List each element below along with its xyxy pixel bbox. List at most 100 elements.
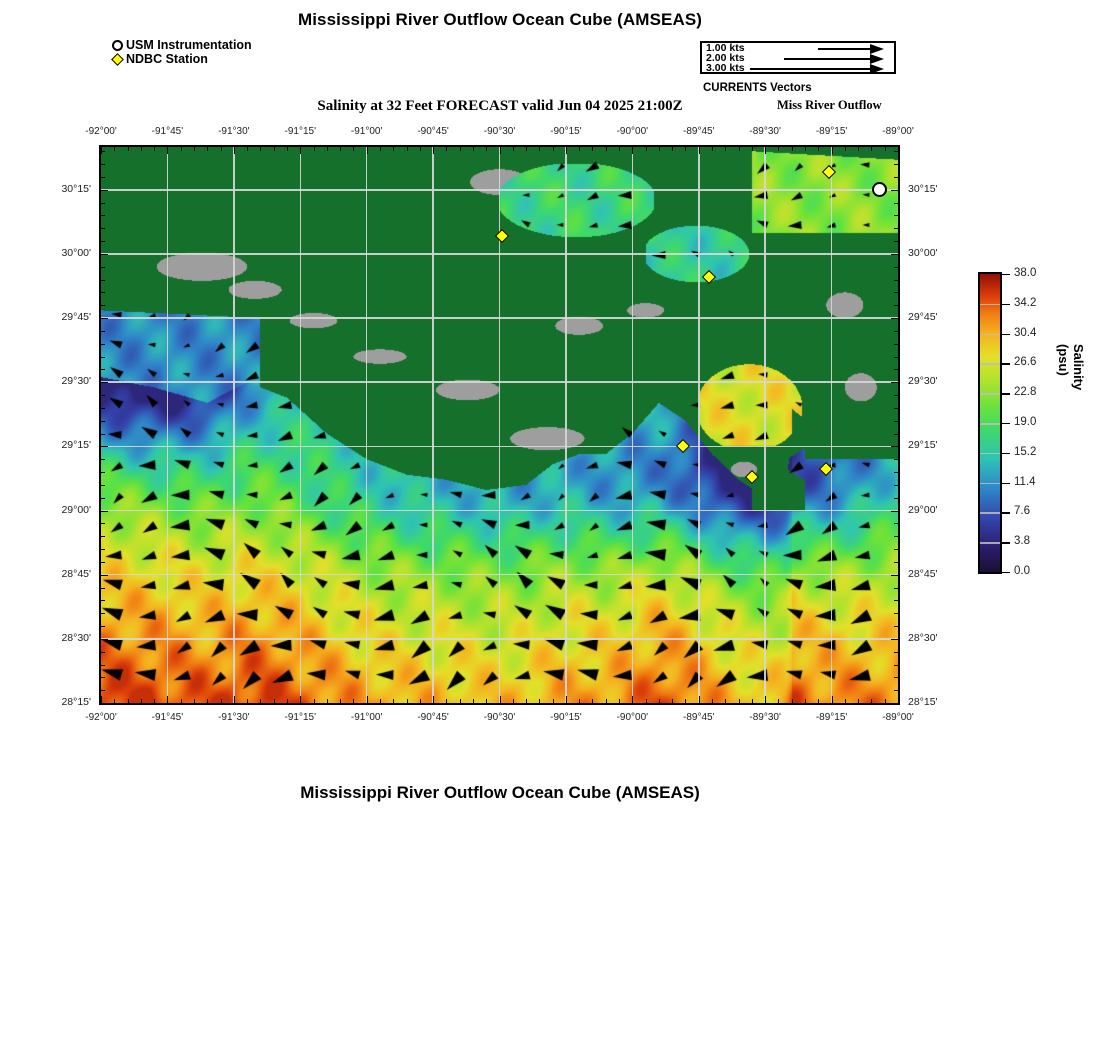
colorbar-tick	[1002, 274, 1010, 276]
axis-tick-minor	[894, 215, 898, 217]
axis-tick-minor	[101, 677, 105, 679]
axis-tick-minor	[101, 484, 105, 486]
axis-tick-minor	[486, 699, 488, 703]
axis-tick-minor	[685, 699, 687, 703]
axis-tick-minor	[313, 147, 315, 151]
axis-tick-minor	[127, 147, 129, 151]
gridline-horizontal	[101, 253, 898, 255]
vector-legend-row: 2.00 kts	[702, 53, 894, 65]
axis-tick-minor	[101, 651, 105, 653]
axis-tick-minor	[894, 228, 898, 230]
axis-tick-minor	[526, 699, 528, 703]
axis-tick-minor	[101, 523, 105, 525]
axis-tick-minor	[366, 147, 368, 151]
axis-tick-minor	[260, 699, 262, 703]
axis-tick-minor	[101, 253, 105, 255]
axis-tick-minor	[894, 433, 898, 435]
vector-legend-label: 1.00 kts	[706, 42, 745, 54]
colorbar-tick	[1002, 572, 1010, 574]
axis-tick-minor	[898, 147, 899, 151]
vector-arrowhead-icon	[870, 54, 884, 64]
y-axis-tick-label: 29°15'	[908, 439, 938, 452]
axis-tick-minor	[645, 147, 647, 151]
axis-tick-minor	[818, 147, 820, 151]
axis-tick-minor	[101, 202, 105, 204]
x-axis-tick-label: -91°30'	[218, 712, 250, 723]
axis-tick-minor	[406, 699, 408, 703]
y-axis-labels-right: 30°15' 30°00' 29°45' 29°30' 29°15' 29°00' 28°4…	[908, 145, 968, 708]
axis-tick-minor	[579, 147, 581, 151]
axis-tick-minor	[379, 699, 381, 703]
y-axis-tick-label: 29°45'	[908, 311, 938, 324]
colorbar-tick-label: 19.0	[1014, 416, 1037, 428]
axis-tick-minor	[894, 484, 898, 486]
axis-tick-minor	[101, 626, 105, 628]
x-axis-tick-label: -91°15'	[284, 126, 316, 137]
axis-tick-minor	[884, 147, 886, 151]
axis-tick-minor	[180, 699, 182, 703]
axis-tick-minor	[894, 395, 898, 397]
gridline-vertical	[498, 147, 501, 703]
axis-tick-minor	[101, 318, 105, 320]
axis-tick-minor	[805, 147, 807, 151]
colorbar-segment-divider	[980, 423, 1000, 425]
x-axis-tick-label: -90°30'	[483, 126, 516, 137]
gridline-horizontal	[101, 317, 898, 319]
gridline-vertical	[166, 147, 169, 703]
axis-tick-minor	[632, 147, 634, 151]
x-axis-tick-label: -89°45'	[683, 712, 715, 723]
colorbar-title: Salinity (psu)	[1056, 344, 1086, 391]
axis-tick-minor	[366, 699, 368, 703]
vector-arrowhead-icon	[870, 64, 884, 74]
x-axis-tick-label: -91°15'	[284, 712, 316, 723]
axis-tick-minor	[552, 147, 554, 151]
salinity-map[interactable]	[99, 145, 900, 705]
y-axis-tick-label: 30°00'	[908, 246, 938, 259]
axis-tick-minor	[512, 147, 514, 151]
axis-tick-minor	[894, 587, 898, 589]
axis-tick-major	[101, 703, 108, 704]
gridline-horizontal	[101, 638, 898, 640]
axis-tick-minor	[340, 147, 342, 151]
axis-tick-minor	[286, 699, 288, 703]
axis-tick-minor	[805, 699, 807, 703]
axis-tick-minor	[233, 699, 235, 703]
x-axis-tick-label: -90°15'	[550, 126, 582, 137]
x-axis-tick-label: -90°30'	[483, 712, 516, 723]
colorbar-tick	[1002, 542, 1010, 544]
colorbar-tick	[1002, 452, 1010, 455]
vector-legend-row: 1.00 kts	[702, 42, 894, 55]
x-axis-tick-label: -90°00'	[616, 126, 649, 137]
axis-tick-minor	[101, 587, 105, 589]
gridline-vertical	[830, 147, 833, 703]
plot-subtitle: Salinity at 32 Feet FORECAST valid Jun 0…	[317, 98, 683, 114]
axis-tick-minor	[894, 202, 898, 204]
axis-tick-minor	[393, 147, 395, 151]
axis-tick-minor	[818, 699, 820, 703]
axis-tick-minor	[472, 699, 474, 703]
colorbar-tick	[1002, 363, 1010, 365]
axis-tick-minor	[140, 699, 142, 703]
axis-tick-minor	[101, 215, 105, 217]
usm-instrumentation-marker[interactable]	[871, 182, 887, 198]
axis-tick-minor	[658, 699, 660, 703]
vector-legend-label: 3.00 kts	[706, 62, 745, 74]
y-axis-labels-left: 30°15' 30°00' 29°45' 29°30' 29°15' 29°00' 28°4…	[33, 145, 93, 708]
axis-tick-minor	[419, 147, 421, 151]
axis-tick-minor	[127, 699, 129, 703]
y-axis-tick-label: 30°00'	[61, 246, 91, 259]
axis-tick-minor	[101, 407, 105, 409]
axis-tick-minor	[101, 574, 105, 576]
axis-tick-minor	[101, 446, 105, 448]
y-axis-tick-label: 28°30'	[908, 631, 938, 644]
axis-tick-minor	[831, 699, 833, 703]
axis-tick-minor	[101, 536, 105, 538]
axis-tick-minor	[193, 699, 195, 703]
gridline-horizontal	[101, 381, 898, 383]
axis-tick-minor	[247, 699, 249, 703]
axis-tick-minor	[433, 699, 435, 703]
x-axis-tick-label: -91°00'	[350, 126, 383, 137]
axis-tick-minor	[101, 549, 105, 551]
colorbar-tick-label: 15.2	[1014, 445, 1037, 458]
axis-tick-minor	[605, 147, 607, 151]
